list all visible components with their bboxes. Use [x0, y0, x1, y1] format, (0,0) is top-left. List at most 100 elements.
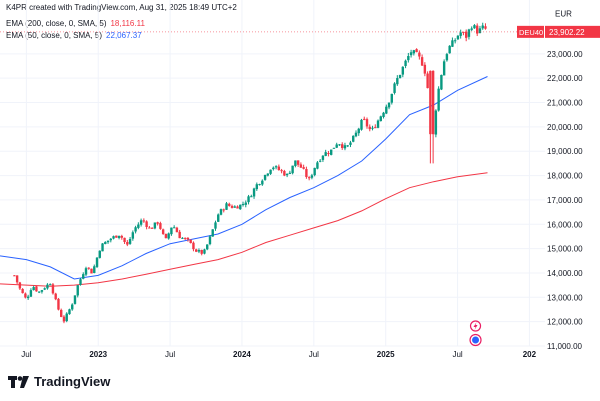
chart-icons [469, 320, 482, 347]
candle-body [387, 102, 391, 108]
candle-body [272, 167, 275, 170]
candle-body [145, 221, 148, 228]
candle-body [48, 284, 52, 286]
y-tick-label: 17,000.00 [547, 196, 583, 205]
candle-body [365, 119, 369, 127]
candle-body [120, 235, 124, 238]
candle-body [313, 167, 316, 176]
x-tick-label: 2025 [377, 350, 395, 359]
candle-body [153, 222, 157, 229]
candle-body [431, 70, 435, 135]
candle-body [459, 32, 462, 36]
candle-body [208, 236, 212, 245]
candle-body [420, 57, 424, 66]
candle-body [360, 119, 363, 130]
lightning-icon-bolt [473, 322, 478, 330]
candle-body [183, 237, 187, 239]
candle-body [332, 147, 336, 149]
symbol-tag-label: DEU40 [519, 28, 543, 37]
tradingview-logo[interactable]: TradingView [8, 374, 110, 389]
y-tick-label: 20,000.00 [547, 123, 583, 132]
candle-body [46, 284, 49, 289]
candle-body [437, 88, 440, 111]
candle-body [404, 60, 407, 66]
candle-body [473, 25, 476, 29]
candle-body [76, 285, 79, 296]
candle-body [230, 205, 234, 208]
candle-body [445, 54, 449, 61]
candle-body [126, 241, 129, 245]
candle-body [178, 231, 181, 239]
candle-body [106, 240, 110, 243]
candle-body [280, 170, 283, 172]
candle-body [269, 169, 272, 174]
chart-grid [0, 0, 545, 347]
candle-body [87, 267, 90, 269]
x-tick-label: Jul [309, 350, 319, 359]
candle-body [296, 160, 300, 165]
candle-body [13, 275, 16, 277]
candle-body [239, 204, 242, 210]
candle-body [40, 290, 44, 292]
candle-body [385, 106, 388, 114]
candle-body [189, 239, 192, 244]
candle-body [354, 132, 358, 137]
candle-body [15, 275, 19, 283]
candle-body [478, 28, 482, 34]
x-tick-label: 202 [523, 350, 537, 359]
candle-body [79, 279, 82, 285]
candle-body [241, 204, 245, 206]
candle-body [321, 155, 325, 160]
candle-body [84, 268, 88, 275]
candle-body [302, 167, 305, 169]
candle-body [32, 287, 35, 291]
candle-body [371, 127, 374, 129]
ema200-line [0, 172, 488, 287]
lightning-icon[interactable] [469, 320, 482, 332]
candle-body [363, 118, 366, 120]
candle-body [266, 173, 270, 176]
candle-body [484, 26, 487, 29]
candle-body [274, 166, 278, 168]
x-tick-label: Jul [452, 350, 462, 359]
candle-body [429, 70, 432, 135]
candle-body [324, 152, 327, 156]
candle-body [401, 66, 405, 75]
candle-body [225, 203, 228, 210]
candle-body [161, 229, 165, 234]
earnings-icon[interactable] [469, 333, 482, 347]
candle-body [117, 235, 121, 238]
candle-body [464, 31, 468, 38]
candle-body [211, 229, 214, 237]
candle-body [305, 169, 308, 178]
chart-attribution: K4PR created with TradingView.com, Aug 3… [6, 3, 237, 12]
candle-body [200, 249, 203, 254]
candle-body [412, 50, 416, 54]
candle-body [228, 203, 231, 206]
x-tick-label: Jul [21, 350, 31, 359]
legend-ema200-value: 18,116.11 [110, 19, 145, 28]
candle-body [263, 174, 267, 180]
candle-body [418, 52, 421, 57]
candle-body [481, 25, 484, 29]
y-tick-label: 21,000.00 [547, 99, 583, 108]
candle-body [434, 110, 438, 135]
candles [13, 22, 487, 324]
candle-body [73, 295, 77, 304]
candle-body [134, 227, 137, 232]
candle-body [318, 160, 322, 162]
candle-body [142, 220, 146, 222]
candle-body [164, 233, 168, 239]
candle-body [285, 173, 289, 176]
candle-body [131, 232, 135, 239]
candle-body [60, 309, 63, 317]
candle-body [250, 196, 253, 198]
candle-body [104, 242, 107, 245]
candle-body [462, 31, 465, 33]
earnings-icon-dot [472, 336, 480, 344]
candle-body [90, 268, 93, 274]
candle-body [170, 227, 173, 235]
candle-body [376, 120, 380, 128]
candle-body [68, 309, 71, 315]
